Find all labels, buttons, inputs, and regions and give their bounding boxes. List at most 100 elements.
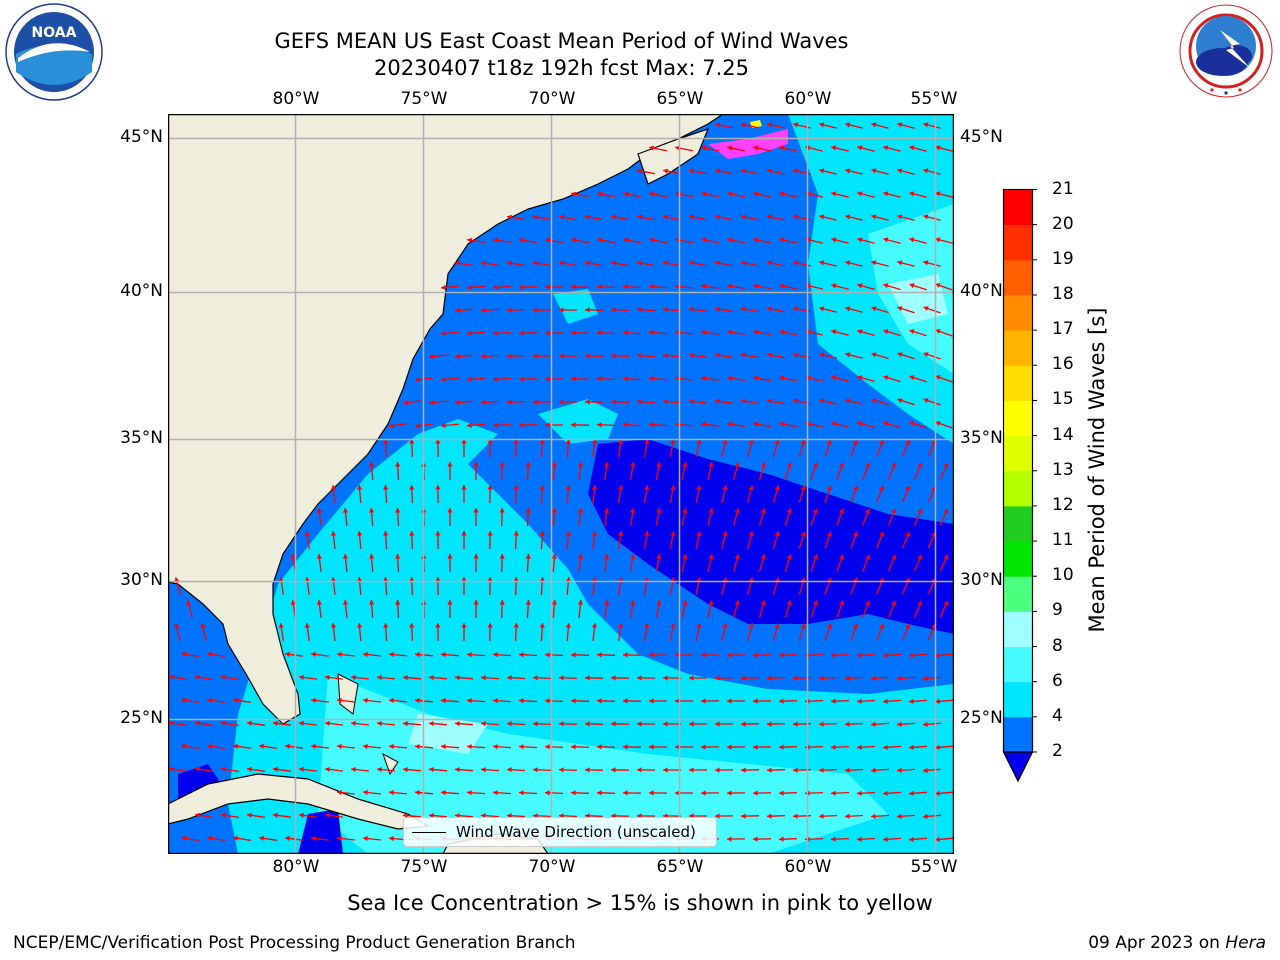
wind-wave-arrowhead	[753, 145, 759, 151]
wind-wave-arrowhead	[429, 767, 434, 773]
wind-wave-arrowhead	[839, 508, 844, 514]
wind-wave-arrowhead	[207, 835, 212, 841]
wind-wave-arrowhead	[285, 835, 290, 841]
wind-wave-arrowhead	[883, 421, 889, 427]
wind-wave-arrowhead	[845, 168, 851, 174]
wind-wave-arrowhead	[779, 652, 784, 658]
wind-wave-arrowhead	[767, 398, 773, 404]
wind-wave-arrowhead	[753, 237, 759, 243]
wind-wave-arrowhead	[461, 577, 467, 582]
wind-wave-arrowhead	[727, 652, 732, 658]
wind-wave-arrowhead	[760, 554, 766, 560]
wind-wave-arrowhead	[585, 675, 590, 681]
wind-wave-arrowhead	[857, 283, 863, 289]
wind-wave-arrowhead	[533, 260, 538, 266]
wind-wave-arrowhead	[857, 698, 862, 704]
wind-wave-arrowhead	[299, 812, 304, 818]
wind-wave-arrowhead	[935, 329, 941, 334]
wind-wave-arrowhead	[857, 191, 863, 197]
wind-wave-arrowhead	[623, 376, 628, 382]
wind-wave-arrowhead	[273, 812, 278, 818]
wind-wave-arrowhead	[637, 168, 643, 174]
wind-wave-arrowhead	[675, 744, 680, 750]
wind-wave-arrowhead	[513, 577, 519, 582]
wind-wave-arrowhead	[481, 767, 486, 773]
wind-wave-arrowhead	[493, 422, 498, 428]
wind-wave-arrowhead	[455, 353, 460, 359]
wind-wave-arrowhead	[467, 284, 472, 290]
colorbar-segment	[1003, 611, 1033, 648]
wind-wave-arrowhead	[857, 375, 863, 381]
wind-wave-arrowhead	[493, 790, 498, 796]
wind-wave-arrowhead	[883, 744, 888, 750]
wind-wave-arrowhead	[455, 767, 460, 773]
wind-wave-arrowhead	[383, 531, 389, 536]
wind-wave-arrowhead	[779, 790, 784, 796]
wind-wave-arrowhead	[786, 554, 792, 560]
wind-wave-arrowhead	[551, 508, 557, 513]
wind-wave-arrowhead	[337, 651, 342, 658]
wind-wave-arrowhead	[663, 168, 669, 174]
wind-wave-arrowhead	[753, 836, 758, 842]
wind-wave-arrowhead	[221, 812, 226, 818]
wind-wave-arrowhead	[689, 675, 694, 681]
wind-wave-arrowhead	[369, 554, 375, 559]
colorbar-segment	[1003, 259, 1033, 296]
wind-wave-arrowhead	[316, 600, 322, 605]
wind-wave-arrowhead	[473, 600, 479, 605]
wind-wave-arrowhead	[507, 214, 512, 220]
wind-wave-arrowhead	[507, 721, 512, 727]
wind-wave-arrowhead	[853, 531, 858, 537]
colorbar-label: 21	[1052, 178, 1074, 199]
lon-label-55w: 55°W	[910, 89, 958, 109]
wind-wave-arrowhead	[623, 284, 628, 290]
wind-wave-arrowhead	[675, 283, 680, 290]
wind-wave-arrowhead	[611, 353, 616, 359]
wind-wave-arrowhead	[831, 421, 837, 427]
wind-wave-arrowhead	[883, 191, 889, 197]
wind-wave-arrowhead	[519, 422, 524, 428]
wind-wave-arrowhead	[663, 721, 668, 727]
wind-wave-arrowhead	[675, 652, 680, 658]
wind-wave-arrowhead	[845, 675, 850, 681]
wind-wave-arrowhead	[663, 675, 668, 681]
wind-wave-arrowhead	[591, 439, 598, 444]
wind-wave-arrowhead	[559, 721, 564, 727]
wind-wave-arrowhead	[865, 508, 870, 514]
wind-wave-arrowhead	[369, 600, 375, 605]
colorbar-segment	[1003, 400, 1033, 437]
wind-wave-arrowhead	[539, 623, 545, 628]
wind-wave-arrowhead	[519, 652, 524, 658]
wind-wave-arrowhead	[571, 790, 576, 796]
wind-wave-arrowhead	[623, 237, 629, 243]
wind-wave-arrowhead	[363, 697, 368, 704]
wind-wave-arrowhead	[435, 531, 441, 536]
colorbar-segment	[1003, 505, 1033, 542]
wind-wave-arrowhead	[727, 191, 733, 197]
wind-wave-arrowhead	[290, 600, 296, 605]
wind-wave-arrowhead	[597, 698, 602, 704]
wind-wave-arrowhead	[812, 554, 818, 560]
wind-wave-arrowhead	[637, 214, 643, 220]
wind-wave-arrowhead	[760, 600, 766, 606]
wind-wave-arrowhead	[935, 698, 940, 704]
wind-wave-arrowhead	[290, 554, 296, 559]
wind-wave-arrowhead	[689, 306, 694, 312]
wind-wave-arrowhead	[701, 237, 707, 243]
wind-wave-arrowhead	[618, 623, 624, 628]
wind-wave-arrowhead	[499, 600, 505, 605]
wind-wave-arrowhead	[533, 307, 538, 313]
wind-wave-arrowhead	[299, 720, 304, 726]
wind-wave-arrowhead	[441, 330, 446, 336]
wind-wave-arrowhead	[689, 767, 694, 773]
wind-wave-arrowhead	[663, 260, 669, 266]
wind-wave-arrowhead	[493, 330, 498, 336]
wind-wave-arrowhead	[649, 790, 654, 796]
wind-wave-arrowhead	[767, 306, 773, 312]
wind-wave-arrowhead	[539, 577, 545, 582]
wind-wave-arrowhead	[441, 744, 446, 750]
wind-wave-arrowhead	[585, 399, 590, 405]
wind-wave-arrowhead	[897, 813, 902, 819]
wind-wave-arrowhead	[551, 600, 557, 605]
wind-wave-arrowhead	[330, 623, 337, 628]
